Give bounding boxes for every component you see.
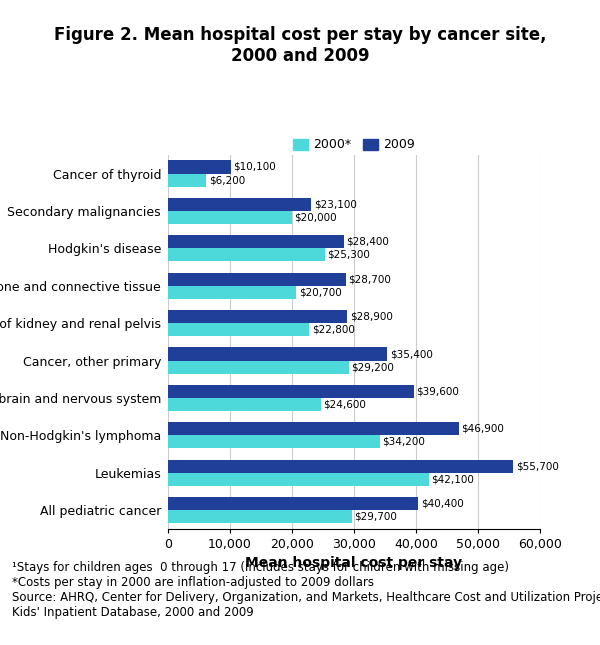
Bar — [168, 361, 349, 373]
Text: $25,300: $25,300 — [328, 250, 370, 260]
Text: $20,000: $20,000 — [295, 212, 337, 223]
Bar — [168, 310, 347, 323]
Text: $10,100: $10,100 — [233, 162, 276, 172]
Bar — [168, 460, 514, 473]
Bar — [168, 211, 292, 224]
Bar — [168, 435, 380, 448]
Text: $29,200: $29,200 — [352, 362, 394, 372]
Bar — [168, 273, 346, 286]
Text: $28,900: $28,900 — [350, 312, 392, 322]
Text: $29,700: $29,700 — [355, 511, 397, 522]
Text: $46,900: $46,900 — [461, 424, 504, 434]
Text: $35,400: $35,400 — [390, 349, 433, 359]
Bar — [168, 248, 325, 261]
Text: $28,400: $28,400 — [347, 237, 389, 247]
Bar — [168, 422, 459, 435]
Bar — [168, 174, 206, 186]
Bar — [168, 286, 296, 299]
Bar — [168, 497, 418, 510]
Text: $40,400: $40,400 — [421, 499, 464, 509]
Text: $34,200: $34,200 — [383, 437, 425, 447]
Bar — [168, 161, 230, 174]
Text: $28,700: $28,700 — [349, 274, 391, 284]
Text: $6,200: $6,200 — [209, 175, 245, 185]
Bar — [168, 198, 311, 211]
X-axis label: Mean hospital cost per stay: Mean hospital cost per stay — [245, 557, 463, 570]
Text: Figure 2. Mean hospital cost per stay by cancer site,
2000 and 2009: Figure 2. Mean hospital cost per stay by… — [54, 26, 546, 64]
Bar — [168, 473, 429, 486]
Bar — [168, 510, 352, 523]
Bar — [168, 348, 388, 361]
Bar — [168, 235, 344, 248]
Text: $39,600: $39,600 — [416, 386, 459, 397]
Text: $22,800: $22,800 — [312, 324, 355, 335]
Bar — [168, 398, 320, 411]
Text: $55,700: $55,700 — [516, 461, 559, 471]
Text: $24,600: $24,600 — [323, 399, 366, 410]
Text: $23,100: $23,100 — [314, 199, 356, 210]
Bar — [168, 323, 310, 336]
Text: ¹Stays for children ages  0 through 17 (includes stays for children with missing: ¹Stays for children ages 0 through 17 (i… — [12, 561, 600, 619]
Text: $20,700: $20,700 — [299, 287, 341, 297]
Legend: 2000*, 2009: 2000*, 2009 — [293, 139, 415, 152]
Text: $42,100: $42,100 — [431, 474, 475, 484]
Bar — [168, 385, 413, 398]
